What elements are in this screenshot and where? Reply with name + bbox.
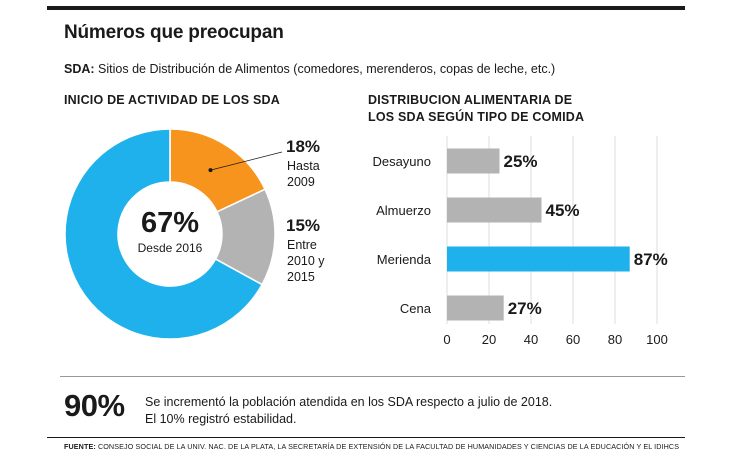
category-label-almuerzo: Almuerzo [376,203,431,218]
stat-note-line-1: Se incrementó la población atendida en l… [145,395,553,409]
slice-label-1-line-2: 2015 [287,270,315,284]
top-rule [47,6,685,10]
source-footer: FUENTE: CONSEJO SOCIAL DE LA UNIV. NAC. … [64,442,679,451]
subtitle-label: SDA: [64,62,95,76]
bar-desayuno [447,148,500,174]
donut-center-label: Desde 2016 [138,241,203,255]
footer-text: CONSEJO SOCIAL DE LA UNIV. NAC. DE LA PL… [97,442,680,451]
slice-label-0-line-0: Hasta [287,159,320,173]
slice-label-1-line-1: 2010 y [287,254,325,268]
headline: Números que preocupan [64,22,284,43]
stat-note-line-2: El 10% registró estabilidad. [145,412,297,426]
bar-value-label-merienda: 87% [634,250,668,269]
slice-label-0-line-1: 2009 [287,175,315,189]
stat-value: 90% [64,388,125,423]
bar-value-label-almuerzo: 45% [546,201,580,220]
callout-line-0 [210,151,283,171]
donut-chart-title: INICIO DE ACTIVIDAD DE LOS SDA [64,93,280,107]
category-label-merienda: Merienda [377,252,432,267]
subtitle-text: Sitios de Distribución de Alimentos (com… [98,62,556,76]
footer-label: FUENTE: [64,442,96,451]
bar-value-label-desayuno: 25% [504,152,538,171]
stat-note: Se incrementó la población atendida en l… [145,394,552,428]
bar-value-label-cena: 27% [508,299,542,318]
donut-slice-2 [64,128,264,340]
slice-value-label-0: 18% [286,137,320,156]
x-tick-label-4: 80 [608,332,622,347]
footer-rule [47,437,685,438]
subtitle: SDA: Sitios de Distribución de Alimentos… [64,62,555,76]
category-label-desayuno: Desayuno [372,154,431,169]
x-tick-label-5: 100 [646,332,668,347]
divider [60,376,685,377]
donut-center-value: 67% [141,207,199,239]
bar-merienda [447,246,630,272]
x-tick-label-1: 20 [482,332,496,347]
slice-label-1-line-0: Entre [287,238,317,252]
slice-value-label-1: 15% [286,216,320,235]
bar-cena [447,295,504,321]
x-tick-label-3: 60 [566,332,580,347]
bar-chart-title-line-2: LOS SDA SEGÚN TIPO DE COMIDA [368,110,585,124]
bar-almuerzo [447,197,542,223]
bar-chart-title: DISTRIBUCION ALIMENTARIA DE LOS SDA SEGÚ… [368,92,584,126]
bar-chart-title-line-1: DISTRIBUCION ALIMENTARIA DE [368,93,573,107]
x-tick-label-2: 40 [524,332,538,347]
x-tick-label-0: 0 [443,332,450,347]
category-label-cena: Cena [400,301,432,316]
